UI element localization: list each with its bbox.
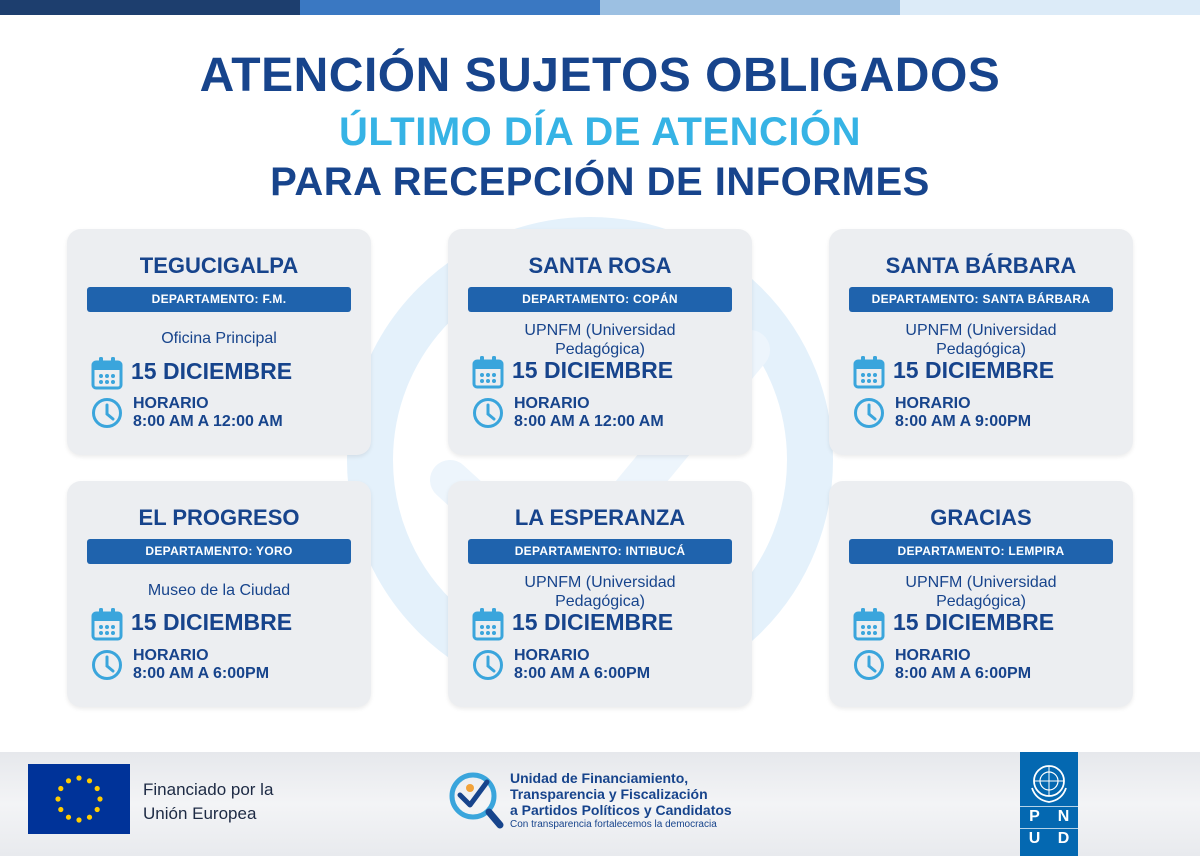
magnifier-checkmark-logo (449, 772, 504, 829)
card-venue: UPNFM (Universidad Pedagógica) (829, 573, 1133, 611)
card-schedule: HORARIO 8:00 AM A 12:00 AM (133, 395, 283, 431)
card-city: SANTA BÁRBARA (885, 253, 1077, 278)
top-color-bar (0, 0, 1200, 15)
card-venue-line: Pedagógica) (936, 593, 1026, 610)
card-schedule: HORARIO 8:00 AM A 9:00PM (895, 395, 1031, 431)
clock-icon (473, 650, 503, 680)
undp-letter: D (1049, 828, 1078, 848)
card-city: EL PROGRESO (138, 505, 300, 530)
top-bar-segment-2 (300, 0, 600, 15)
calendar-icon (91, 608, 123, 641)
card-venue-line: UPNFM (Universidad (524, 574, 676, 591)
schedule-time: 8:00 AM A 6:00PM (133, 665, 270, 682)
schedule-label: HORARIO (895, 647, 971, 664)
office-card-el-progreso: EL PROGRESO DEPARTAMENTO: YORO Museo de … (67, 481, 371, 707)
clock-icon (473, 398, 503, 428)
calendar-icon (853, 356, 885, 389)
eu-funding-text: Financiado por la Unión Europea (143, 778, 273, 826)
calendar-icon (472, 608, 504, 641)
card-venue-line: UPNFM (Universidad (905, 322, 1057, 339)
card-venue: UPNFM (Universidad Pedagógica) (448, 321, 752, 359)
unit-name: Unidad de Financiamiento, Transparencia … (510, 770, 732, 818)
card-department-bar: DEPARTAMENTO: COPÁN (468, 287, 732, 312)
card-schedule: HORARIO 8:00 AM A 12:00 AM (514, 395, 664, 431)
card-venue: Museo de la Ciudad (67, 581, 371, 600)
card-venue-line: Museo de la Ciudad (147, 582, 291, 599)
card-date: 15 DICIEMBRE (512, 357, 674, 383)
schedule-time: 8:00 AM A 9:00PM (895, 413, 1032, 430)
top-bar-segment-1 (0, 0, 300, 15)
card-venue: UPNFM (Universidad Pedagógica) (829, 321, 1133, 359)
clock-icon (854, 650, 884, 680)
calendar-icon (91, 357, 123, 390)
calendar-icon (853, 608, 885, 641)
card-date: 15 DICIEMBRE (131, 358, 293, 384)
schedule-time: 8:00 AM A 6:00PM (514, 665, 651, 682)
top-bar-segment-4 (900, 0, 1200, 15)
card-city: TEGUCIGALPA (139, 253, 299, 278)
unit-tagline: Con transparencia fortalecemos la democr… (510, 819, 717, 830)
calendar-icon (472, 356, 504, 389)
top-bar-segment-3 (600, 0, 900, 15)
card-date: 15 DICIEMBRE (893, 609, 1055, 635)
office-card-tegucigalpa: TEGUCIGALPA DEPARTAMENTO: F.M. Oficina P… (67, 229, 371, 455)
card-date: 15 DICIEMBRE (512, 609, 674, 635)
card-city: GRACIAS (930, 505, 1032, 530)
schedule-label: HORARIO (133, 647, 209, 664)
card-schedule: HORARIO 8:00 AM A 6:00PM (895, 647, 1031, 683)
office-card-la-esperanza: LA ESPERANZA DEPARTAMENTO: INTIBUCÁ UPNF… (448, 481, 752, 707)
schedule-label: HORARIO (514, 647, 590, 664)
headline-last-day: ÚLTIMO DÍA DE ATENCIÓN (338, 110, 862, 154)
card-city: SANTA ROSA (528, 253, 672, 278)
card-venue-line: Oficina Principal (161, 330, 277, 347)
schedule-time: 8:00 AM A 12:00 AM (514, 413, 664, 430)
card-city: LA ESPERANZA (514, 505, 686, 530)
clock-icon (854, 398, 884, 428)
card-department-bar: DEPARTAMENTO: INTIBUCÁ (468, 539, 732, 564)
office-card-santa-barbara: SANTA BÁRBARA DEPARTAMENTO: SANTA BÁRBAR… (829, 229, 1133, 455)
unit-line-1: Unidad de Financiamiento, (510, 770, 689, 786)
card-venue-line: UPNFM (Universidad (524, 322, 676, 339)
card-department-bar: DEPARTAMENTO: F.M. (87, 287, 351, 312)
card-venue: UPNFM (Universidad Pedagógica) (448, 573, 752, 611)
undp-letters: P N U D (1020, 806, 1078, 848)
headline-reports: PARA RECEPCIÓN DE INFORMES (270, 160, 930, 204)
schedule-label: HORARIO (895, 395, 971, 412)
unit-line-3: a Partidos Políticos y Candidatos (510, 802, 732, 818)
schedule-time: 8:00 AM A 6:00PM (895, 665, 1032, 682)
card-schedule: HORARIO 8:00 AM A 6:00PM (133, 647, 269, 683)
card-venue-line: Pedagógica) (555, 593, 645, 610)
clock-icon (92, 398, 122, 428)
undp-letter: N (1049, 806, 1078, 826)
card-department-bar: DEPARTAMENTO: YORO (87, 539, 351, 564)
eu-stars-icon (55, 775, 103, 823)
un-emblem-icon (1031, 765, 1067, 803)
headline-attention: ATENCIÓN SUJETOS OBLIGADOS (199, 49, 1001, 102)
office-card-gracias: GRACIAS DEPARTAMENTO: LEMPIRA UPNFM (Uni… (829, 481, 1133, 707)
undp-letter: P (1020, 806, 1049, 826)
undp-letter: U (1020, 828, 1049, 848)
clock-icon (92, 650, 122, 680)
card-venue: Oficina Principal (67, 329, 371, 348)
unit-line-2: Transparencia y Fiscalización (510, 786, 708, 802)
eu-line-2: Unión Europea (143, 804, 257, 823)
card-venue-line: Pedagógica) (555, 341, 645, 358)
card-department-bar: DEPARTAMENTO: LEMPIRA (849, 539, 1113, 564)
card-schedule: HORARIO 8:00 AM A 6:00PM (514, 647, 650, 683)
eu-line-1: Financiado por la (143, 780, 274, 799)
card-date: 15 DICIEMBRE (893, 357, 1055, 383)
schedule-label: HORARIO (133, 395, 209, 412)
card-department-bar: DEPARTAMENTO: SANTA BÁRBARA (849, 287, 1113, 312)
eu-flag-icon (28, 764, 130, 834)
footer-sponsors: Financiado por la Unión Europea Unidad d… (0, 752, 1200, 856)
undp-logo: P N U D (1020, 752, 1078, 856)
schedule-time: 8:00 AM A 12:00 AM (133, 413, 283, 430)
office-card-santa-rosa: SANTA ROSA DEPARTAMENTO: COPÁN UPNFM (Un… (448, 229, 752, 455)
card-venue-line: UPNFM (Universidad (905, 574, 1057, 591)
card-venue-line: Pedagógica) (936, 341, 1026, 358)
schedule-label: HORARIO (514, 395, 590, 412)
card-date: 15 DICIEMBRE (131, 609, 293, 635)
